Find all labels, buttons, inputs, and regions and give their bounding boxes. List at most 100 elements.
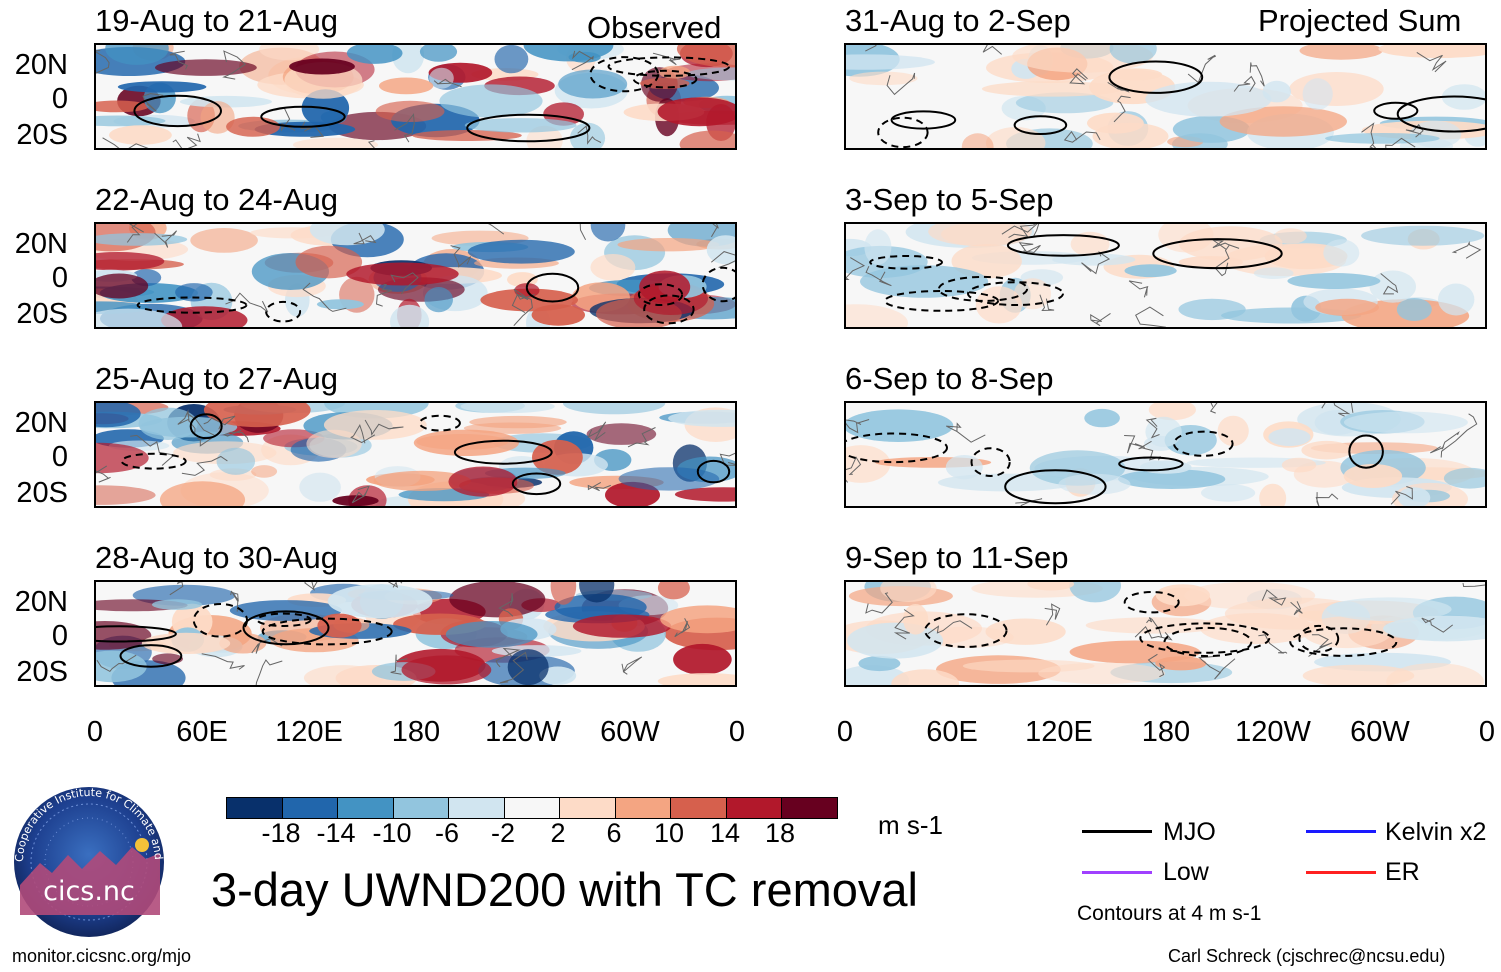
mjo-contour bbox=[192, 603, 249, 638]
anomaly-blob bbox=[96, 485, 156, 505]
panel-title-left-4: 28-Aug to 30-Aug bbox=[95, 540, 339, 575]
anomaly-blob bbox=[1315, 298, 1379, 316]
coastline bbox=[1069, 68, 1088, 85]
colorbar-segment-8 bbox=[614, 798, 671, 818]
map-panel-right-1 bbox=[844, 43, 1487, 150]
anomaly-blob bbox=[1323, 239, 1360, 267]
anomaly-blob bbox=[226, 116, 280, 137]
coastline bbox=[846, 257, 866, 281]
coastline bbox=[169, 50, 188, 70]
coastline bbox=[499, 651, 528, 684]
mjo-contour bbox=[1152, 238, 1283, 270]
colorbar-tick-8: 10 bbox=[653, 818, 685, 848]
anomaly-blob bbox=[346, 262, 459, 286]
observed-label: Observed bbox=[587, 10, 722, 45]
mjo-contour bbox=[260, 105, 346, 128]
coastline bbox=[579, 224, 587, 241]
coastline bbox=[1390, 486, 1413, 505]
coastline bbox=[1008, 224, 1040, 239]
map-panel-left-4 bbox=[94, 580, 737, 687]
colorbar-tick-4: -6 bbox=[434, 818, 460, 848]
mjo-contour bbox=[242, 610, 330, 646]
lat-tick-20s-1: 20S bbox=[16, 119, 68, 151]
anomaly-blob bbox=[424, 287, 454, 313]
mjo-contour bbox=[1163, 626, 1253, 658]
lat-tick-20s-4: 20S bbox=[16, 656, 68, 688]
coastline bbox=[1124, 435, 1146, 454]
lat-tick-20n-4: 20N bbox=[14, 586, 68, 618]
colorbar-segment-4 bbox=[392, 798, 449, 818]
coastline bbox=[487, 224, 505, 235]
anomaly-blob bbox=[1109, 68, 1162, 81]
coastline bbox=[96, 50, 110, 74]
anomaly-blob bbox=[1069, 582, 1121, 603]
coastline bbox=[1421, 617, 1454, 633]
anomaly-blob bbox=[292, 137, 379, 148]
coastline bbox=[102, 137, 149, 148]
anomaly-blob bbox=[618, 467, 720, 491]
anomaly-blob bbox=[579, 582, 615, 603]
coastline bbox=[1090, 312, 1111, 327]
anomaly-blob bbox=[1274, 228, 1307, 244]
coastline bbox=[169, 582, 184, 596]
anomaly-blob bbox=[390, 304, 430, 327]
lon-tick-left-120e: 120E bbox=[275, 716, 343, 748]
colorbar-tick-2: -14 bbox=[316, 818, 356, 848]
legend-line-kelvin bbox=[1306, 830, 1376, 833]
mjo-contour bbox=[890, 110, 957, 130]
coastline bbox=[1145, 417, 1160, 439]
anomaly-blob bbox=[96, 650, 147, 683]
colorbar-segment-7 bbox=[559, 798, 615, 818]
anomaly-blob bbox=[467, 239, 575, 264]
lat-tick-20n-1: 20N bbox=[14, 49, 68, 81]
coastline bbox=[96, 654, 137, 673]
mjo-contour bbox=[453, 439, 553, 465]
coastline bbox=[571, 50, 594, 71]
coastline bbox=[865, 45, 877, 52]
coastline bbox=[1430, 431, 1460, 454]
anomaly-blob bbox=[846, 304, 908, 327]
coastline bbox=[1128, 280, 1149, 298]
coastline bbox=[172, 133, 201, 148]
anomaly-blob bbox=[375, 100, 445, 122]
coastline bbox=[351, 485, 370, 504]
coastline bbox=[719, 452, 735, 466]
coastline bbox=[587, 481, 611, 492]
anomaly-blob bbox=[550, 582, 577, 605]
colorbar-segment-2 bbox=[281, 798, 338, 818]
anomaly-blob bbox=[1438, 283, 1475, 316]
mjo-contour bbox=[701, 266, 735, 303]
anomaly-blob bbox=[1301, 440, 1352, 460]
colorbar-segment-3 bbox=[337, 798, 393, 818]
contour-note: Contours at 4 m s-1 bbox=[1077, 902, 1262, 925]
anomaly-blob bbox=[686, 67, 735, 81]
anomaly-blob bbox=[117, 81, 207, 93]
mjo-contour bbox=[1013, 115, 1068, 135]
anomaly-blob bbox=[445, 621, 538, 648]
anomaly-blob bbox=[1378, 45, 1485, 58]
legend-line-mjo bbox=[1082, 830, 1152, 833]
legend-label-kelvin: Kelvin x2 bbox=[1385, 818, 1487, 846]
anomaly-blob bbox=[1052, 253, 1136, 266]
coastline bbox=[1135, 306, 1166, 327]
coastline bbox=[300, 121, 324, 138]
anomaly-blob bbox=[617, 238, 720, 252]
footer-url[interactable]: monitor.cicsnc.org/mjo bbox=[12, 946, 192, 966]
anomaly-blob bbox=[858, 655, 901, 672]
coastline bbox=[203, 415, 236, 430]
anomaly-blob bbox=[660, 605, 735, 634]
panel-title-left-3: 25-Aug to 27-Aug bbox=[95, 361, 339, 396]
anomaly-blob bbox=[1027, 582, 1075, 591]
lon-tick-left-180: 180 bbox=[391, 716, 441, 748]
anomaly-blob bbox=[1396, 298, 1432, 321]
mjo-contour bbox=[632, 69, 698, 89]
lat-tick-0-1: 0 bbox=[51, 83, 68, 115]
lon-tick-right-60w: 60W bbox=[1350, 716, 1410, 748]
mjo-contour bbox=[119, 644, 183, 668]
colorbar-units: m s-1 bbox=[878, 810, 943, 840]
anomaly-blob bbox=[1201, 484, 1256, 502]
coastline bbox=[222, 429, 249, 443]
anomaly-blob bbox=[464, 118, 577, 133]
lon-tick-left-60e: 60E bbox=[176, 716, 228, 748]
coastline bbox=[364, 419, 404, 436]
